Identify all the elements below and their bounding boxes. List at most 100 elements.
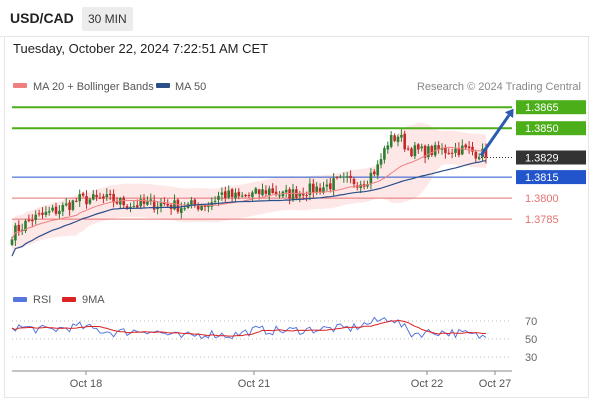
candle-body xyxy=(261,189,264,196)
level-lines-layer xyxy=(12,106,512,220)
candle-body xyxy=(220,192,224,195)
candle xyxy=(102,193,105,204)
candle-body xyxy=(95,195,98,198)
level-label-bg-1.3815 xyxy=(516,170,586,185)
x-axis: Oct 18 Oct 21 Oct 22 Oct 27 xyxy=(12,370,512,390)
candle-body xyxy=(71,200,75,210)
ma20-legend-swatch xyxy=(13,83,27,88)
candle xyxy=(237,188,241,200)
candle-body xyxy=(315,186,318,193)
ma20-line xyxy=(11,146,487,240)
candle-body xyxy=(454,148,457,153)
candle xyxy=(345,172,349,183)
candle-body xyxy=(196,205,200,210)
rsi-legend-swatch xyxy=(13,297,27,302)
candle-body xyxy=(291,189,295,200)
candle-body xyxy=(68,202,71,210)
candle xyxy=(369,168,373,190)
candle xyxy=(423,144,427,164)
candle-body xyxy=(298,193,302,197)
candle-body xyxy=(440,148,444,150)
candle xyxy=(149,193,153,206)
candle-body xyxy=(464,144,467,148)
candle-body xyxy=(271,188,274,193)
candle xyxy=(139,194,142,210)
candle xyxy=(68,200,71,216)
candle xyxy=(75,197,78,203)
candle-body xyxy=(173,200,176,210)
candle-body xyxy=(447,152,451,154)
candle xyxy=(176,198,180,214)
candle-body xyxy=(379,159,383,165)
candle-body xyxy=(51,207,54,211)
candle-body xyxy=(305,195,308,196)
candle xyxy=(71,199,75,212)
candle xyxy=(312,178,315,199)
candle xyxy=(224,186,227,203)
header-bar: USD/CAD 30 MIN xyxy=(0,0,590,36)
candle xyxy=(152,195,156,213)
candle-body xyxy=(136,205,139,208)
rsi-ma-legend-swatch xyxy=(62,297,76,302)
candle xyxy=(403,130,406,152)
candle-body xyxy=(325,184,329,187)
level-label-bg-1.3865 xyxy=(516,100,586,115)
candle-body xyxy=(200,205,203,210)
candle-body xyxy=(247,195,251,197)
candle-body xyxy=(31,220,34,222)
candle-body xyxy=(450,152,454,154)
candle xyxy=(393,133,396,143)
candle xyxy=(396,134,400,147)
candle-body xyxy=(329,183,332,190)
candle xyxy=(450,148,454,159)
rsi-legend-label: RSI xyxy=(33,294,51,306)
candle-body xyxy=(142,199,146,204)
candle-body xyxy=(345,176,349,178)
candle xyxy=(20,223,24,235)
candle xyxy=(474,149,478,163)
candle-body xyxy=(85,196,88,205)
candle xyxy=(271,183,274,194)
candle xyxy=(308,178,312,201)
candle xyxy=(17,220,21,236)
candle xyxy=(373,169,376,177)
candle xyxy=(132,200,136,209)
candle-body xyxy=(152,200,156,210)
timeframe-button[interactable]: 30 MIN xyxy=(82,7,133,31)
candle xyxy=(240,192,244,198)
candle-body xyxy=(230,189,234,197)
candle xyxy=(41,207,44,219)
chart-datetime: Tuesday, October 22, 2024 7:22:51 AM CET xyxy=(13,41,269,56)
candle-body xyxy=(17,224,21,231)
candle-body xyxy=(437,145,440,150)
candle xyxy=(24,219,27,233)
candle-body xyxy=(20,229,24,231)
x-axis-label: Oct 21 xyxy=(238,378,270,390)
candle xyxy=(379,153,383,169)
candle-body xyxy=(88,199,92,204)
candle xyxy=(457,142,461,158)
candle xyxy=(471,142,474,156)
candle xyxy=(105,188,109,201)
candle xyxy=(47,206,51,216)
candle-body xyxy=(139,199,142,207)
ma50-legend-swatch xyxy=(156,83,170,88)
candle xyxy=(190,197,193,209)
candle xyxy=(163,197,166,206)
candle xyxy=(400,129,403,142)
rsi-ma-line xyxy=(11,319,486,337)
candle xyxy=(454,143,457,157)
candle xyxy=(51,204,54,213)
candle-body xyxy=(322,187,325,193)
candle xyxy=(213,196,217,205)
candle-body xyxy=(166,204,169,206)
candle-body xyxy=(403,133,406,150)
candle-body xyxy=(24,220,27,231)
candle-body xyxy=(61,205,65,212)
x-axis-label: Oct 22 xyxy=(411,378,443,390)
bollinger-band xyxy=(12,122,486,257)
candle xyxy=(268,185,271,201)
candle xyxy=(284,184,288,198)
level-label-1.3829: 1.3829 xyxy=(525,153,559,165)
